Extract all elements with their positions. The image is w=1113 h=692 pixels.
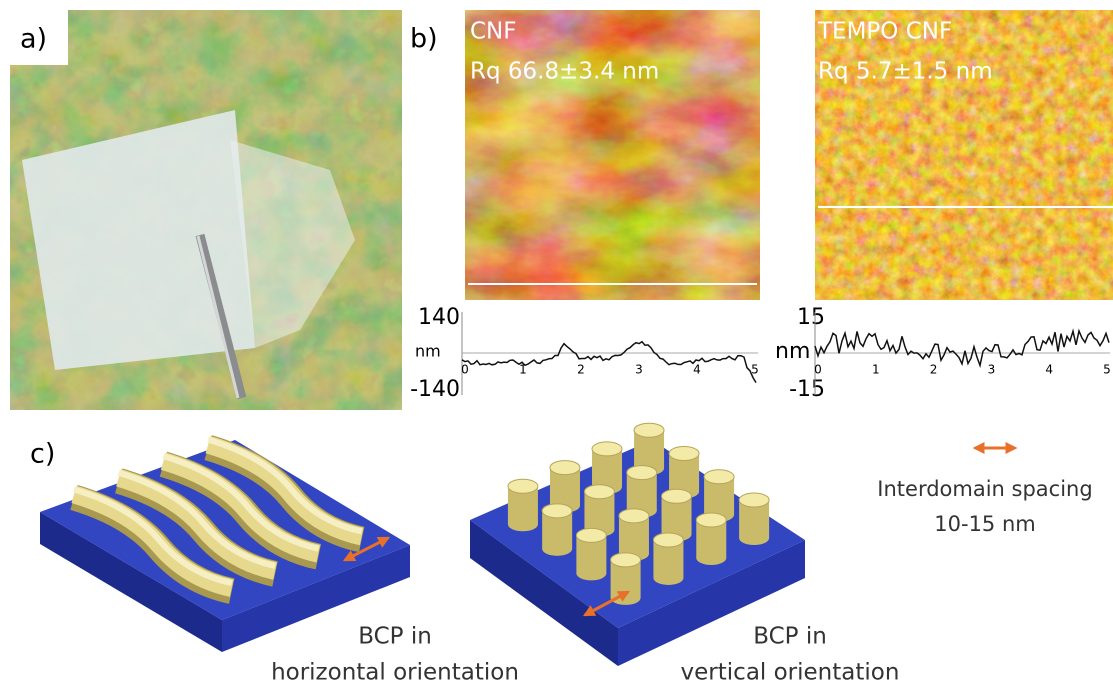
x-tick-label: 0: [461, 363, 469, 377]
cylinder-top: [696, 513, 726, 527]
cylinder-top: [619, 509, 649, 523]
cylinder-top: [584, 485, 614, 499]
cylinder-top: [576, 528, 606, 542]
cylinder-top: [704, 470, 734, 484]
panel-label: c): [30, 439, 55, 470]
cylinder: [696, 551, 726, 565]
x-tick-label: 3: [988, 363, 996, 377]
legend-text: 10-15 nm: [934, 512, 1035, 536]
x-tick-label: 4: [1045, 363, 1053, 377]
image-title: TEMPO CNF: [817, 19, 952, 45]
cylinder: [739, 531, 769, 545]
afm-image: [815, 10, 1113, 300]
cylinder: [653, 571, 683, 585]
afm-image: [465, 10, 760, 300]
cylinder: [576, 566, 606, 580]
y-tick-label: 140: [418, 305, 460, 330]
x-tick-label: 5: [1103, 363, 1111, 377]
cylinder-top: [662, 489, 692, 503]
y-tick-label: -140: [410, 377, 460, 402]
panel-label: a): [20, 24, 47, 55]
cylinder-top: [592, 442, 622, 456]
x-tick-label: 2: [577, 363, 585, 377]
panel-label: b): [410, 24, 438, 55]
profile-line: [462, 342, 756, 383]
x-tick-label: 4: [693, 363, 701, 377]
profile-line: [815, 331, 1109, 365]
cylinder-top: [542, 504, 572, 518]
x-tick-label: 2: [930, 363, 938, 377]
cylinder-top: [550, 461, 580, 475]
bcp-horizontal: [40, 440, 410, 652]
cylinder-top: [611, 553, 641, 567]
cylinder-top: [739, 493, 769, 507]
cylinder-top: [627, 466, 657, 480]
unit-label: nm: [415, 342, 441, 361]
cylinder: [508, 517, 538, 531]
caption: horizontal orientation: [271, 660, 519, 686]
legend-text: Interdomain spacing: [877, 477, 1092, 501]
unit-label: nm: [775, 339, 810, 364]
caption: BCP in: [753, 624, 827, 650]
y-tick-label: -15: [789, 377, 825, 402]
caption: vertical orientation: [681, 660, 900, 686]
x-tick-label: 1: [872, 363, 880, 377]
x-tick-label: 0: [814, 363, 822, 377]
figure: a) b) CNF Rq 66.8±3.4 nm TEMPO CNF Rq 5.…: [0, 0, 1113, 688]
roughness: Rq 66.8±3.4 nm: [470, 59, 659, 85]
cylinder: [542, 542, 572, 556]
cylinder-top: [634, 423, 664, 437]
y-tick-label: 15: [797, 305, 825, 330]
cylinder-top: [508, 479, 538, 493]
caption: BCP in: [358, 624, 432, 650]
roughness: Rq 5.7±1.5 nm: [818, 59, 993, 85]
image-title: CNF: [470, 19, 517, 45]
photo: [10, 10, 402, 410]
cylinder-top: [653, 533, 683, 547]
cylinder-top: [669, 446, 699, 460]
x-tick-label: 3: [635, 363, 643, 377]
